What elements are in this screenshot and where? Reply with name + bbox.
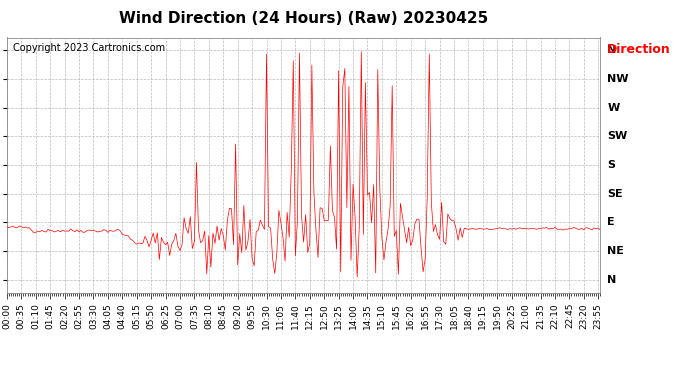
Text: Direction: Direction xyxy=(607,43,671,56)
Text: N: N xyxy=(607,45,616,55)
Text: Copyright 2023 Cartronics.com: Copyright 2023 Cartronics.com xyxy=(13,43,165,52)
Text: NW: NW xyxy=(607,74,629,84)
Text: N: N xyxy=(607,275,616,285)
Text: S: S xyxy=(607,160,615,170)
Text: Wind Direction (24 Hours) (Raw) 20230425: Wind Direction (24 Hours) (Raw) 20230425 xyxy=(119,11,489,26)
Text: W: W xyxy=(607,103,620,112)
Text: SE: SE xyxy=(607,189,623,199)
Text: E: E xyxy=(607,217,615,227)
Text: NE: NE xyxy=(607,246,624,256)
Text: SW: SW xyxy=(607,131,627,141)
